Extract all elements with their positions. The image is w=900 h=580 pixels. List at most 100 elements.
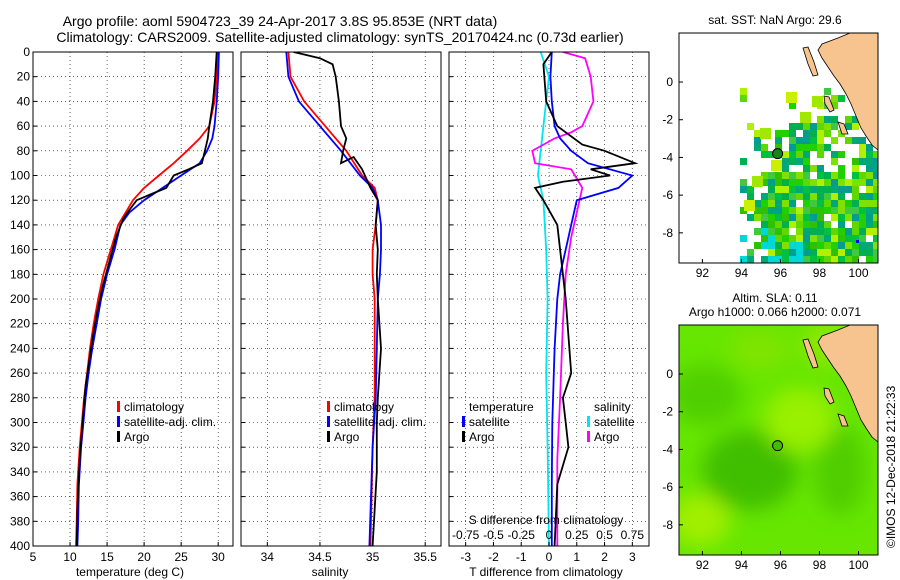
sst-pixel bbox=[803, 256, 810, 263]
sst-pixel bbox=[831, 158, 838, 165]
sst-pixel bbox=[831, 179, 838, 186]
sst-pixel bbox=[761, 172, 768, 179]
sst-pixel bbox=[824, 242, 831, 249]
sst-pixel bbox=[803, 172, 810, 179]
sst-pixel bbox=[754, 228, 761, 235]
sst-pixel bbox=[838, 151, 845, 158]
sst-pixel bbox=[803, 137, 810, 144]
sst-pixel bbox=[845, 116, 852, 123]
sst-pixel bbox=[810, 207, 817, 214]
sst-pixel bbox=[859, 207, 866, 214]
map-lat-label: -6 bbox=[662, 188, 673, 202]
sla-argo-marker bbox=[772, 440, 784, 452]
sst-pixel bbox=[831, 102, 838, 109]
sst-pixel bbox=[789, 186, 796, 193]
sla-high-2 bbox=[679, 494, 730, 546]
sst-pixel bbox=[768, 151, 775, 158]
sst-pixel bbox=[796, 221, 803, 228]
sst-pixel bbox=[817, 207, 824, 214]
sla-high-4 bbox=[730, 330, 790, 370]
sst-pixel bbox=[845, 137, 852, 144]
s-diff-top-tick-label: -0.5 bbox=[483, 528, 504, 542]
map-lat-label: -4 bbox=[662, 442, 673, 456]
sst-pixel bbox=[768, 242, 775, 249]
sst-pixel bbox=[838, 228, 845, 235]
sst-pixel bbox=[852, 165, 859, 172]
legend-label-t-satellite: satellite bbox=[469, 415, 510, 429]
sst-pixel bbox=[810, 186, 817, 193]
sst-pixel bbox=[817, 235, 824, 242]
sst-pixel bbox=[786, 92, 797, 103]
sst-pixel bbox=[831, 256, 838, 263]
sst-pixel bbox=[775, 130, 782, 137]
sst-pixel bbox=[838, 95, 845, 102]
depth-tick-label: 360 bbox=[10, 490, 30, 504]
sst-pixel bbox=[845, 242, 852, 249]
sst-pixel bbox=[817, 249, 824, 256]
sst-pixel bbox=[859, 214, 866, 221]
depth-tick-label: 80 bbox=[17, 144, 31, 158]
sst-pixel bbox=[782, 130, 789, 137]
sst-pixel bbox=[782, 242, 789, 249]
legend-swatch-climatology bbox=[327, 401, 330, 412]
sst-pixel bbox=[873, 179, 878, 186]
sst-pixel bbox=[768, 179, 775, 186]
sst-pixel bbox=[852, 123, 859, 130]
sst-pixel bbox=[859, 151, 866, 158]
sst-pixel bbox=[852, 249, 859, 256]
sst-pixel bbox=[782, 221, 789, 228]
sst-pixel bbox=[789, 130, 796, 137]
map-lat-label: 0 bbox=[666, 75, 673, 89]
sst-pixel bbox=[775, 193, 782, 200]
title-line-2: Climatology: CARS2009. Satellite-adjuste… bbox=[56, 29, 623, 45]
sst-pixel bbox=[831, 200, 838, 207]
sst-pixel bbox=[789, 200, 796, 207]
sst-pixel bbox=[754, 214, 761, 221]
sst-pixel bbox=[760, 128, 771, 139]
sst-pixel bbox=[838, 193, 845, 200]
sst-pixel bbox=[796, 249, 803, 256]
sst-pixel bbox=[817, 116, 824, 123]
sst-pixel bbox=[768, 214, 775, 221]
sst-pixel bbox=[866, 172, 873, 179]
sst-pixel bbox=[817, 242, 824, 249]
sst-pixel bbox=[852, 242, 859, 249]
temperature-legend: climatology satellite-adj. clim. Argo bbox=[117, 400, 216, 444]
sst-pixel bbox=[775, 214, 782, 221]
sst-pixel bbox=[775, 228, 782, 235]
sst-pixel bbox=[803, 249, 810, 256]
sst-pixel bbox=[812, 96, 823, 107]
sst-pixel bbox=[789, 102, 796, 109]
map-lon-label: 98 bbox=[813, 266, 827, 280]
sst-pixel bbox=[817, 123, 824, 130]
sst-pixel bbox=[873, 151, 878, 158]
sst-pixel bbox=[789, 249, 796, 256]
sst-pixel bbox=[824, 249, 831, 256]
sst-pixel bbox=[796, 193, 803, 200]
sst-pixel bbox=[838, 172, 845, 179]
sst-pixel bbox=[831, 249, 838, 256]
sst-pixel bbox=[761, 221, 768, 228]
sst-pixel bbox=[866, 214, 873, 221]
sst-pixel bbox=[810, 221, 817, 228]
sst-pixel bbox=[747, 193, 754, 200]
sst-pixel bbox=[782, 214, 789, 221]
sst-pixel bbox=[866, 186, 873, 193]
sst-pixel bbox=[817, 130, 824, 137]
sst-pixel bbox=[845, 200, 852, 207]
sst-pixel bbox=[761, 151, 768, 158]
salinity-satellite-line bbox=[285, 52, 382, 546]
depth-tick-label: 240 bbox=[10, 341, 30, 355]
difference-panel: -3 -2 -1 0 1 2 3 S difference from climatology… bbox=[448, 51, 650, 579]
sst-pixel bbox=[824, 123, 831, 130]
sst-pixel bbox=[856, 240, 859, 243]
sst-pixel bbox=[768, 186, 775, 193]
sst-pixel bbox=[859, 249, 866, 256]
x-tick-label: 30 bbox=[212, 550, 226, 564]
sst-pixel bbox=[831, 214, 838, 221]
sst-pixel bbox=[859, 172, 866, 179]
x-tick-label: 5 bbox=[30, 550, 37, 564]
depth-tick-label: 380 bbox=[10, 514, 30, 528]
sst-pixel bbox=[810, 214, 817, 221]
sst-map-panel: sat. SST: NaN Argo: 29.6 92 94 96 98 100 0 -2 -… bbox=[662, 13, 879, 280]
